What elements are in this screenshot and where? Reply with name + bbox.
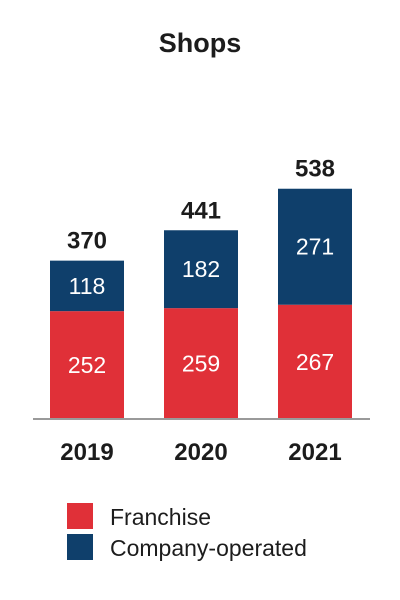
bar-segment-franchise-2021 — [278, 304, 352, 419]
legend-label-company-operated: Company-operated — [110, 535, 307, 561]
data-label-franchise-2020: 259 — [182, 351, 220, 377]
legend-label-franchise: Franchise — [110, 504, 211, 530]
bars-group: 252 118 370 259 182 441 267 271 538 — [50, 156, 352, 419]
data-label-company-operated-2021: 271 — [296, 234, 334, 260]
bar-segment-franchise-2020 — [164, 308, 238, 419]
total-label-2021: 538 — [295, 156, 335, 183]
data-label-company-operated-2019: 118 — [69, 273, 106, 299]
data-label-franchise-2019: 252 — [68, 352, 106, 378]
chart-title: Shops — [159, 28, 242, 58]
legend-swatch-company-operated — [67, 534, 93, 560]
total-label-2020: 441 — [181, 197, 221, 224]
bar-segment-company-operated-2019 — [50, 260, 124, 312]
legend-swatch-franchise — [67, 503, 93, 529]
bar-segment-franchise-2019 — [50, 311, 124, 419]
data-label-franchise-2021: 267 — [296, 349, 334, 375]
x-tick-label-2020: 2020 — [174, 439, 227, 466]
x-tick-label-2021: 2021 — [288, 439, 341, 466]
bar-segment-company-operated-2020 — [164, 230, 238, 309]
bar-segment-company-operated-2021 — [278, 188, 352, 305]
x-tick-labels: 2019 2020 2021 — [60, 439, 341, 466]
legend: Franchise Company-operated — [67, 503, 307, 561]
total-label-2019: 370 — [67, 228, 107, 255]
x-tick-label-2019: 2019 — [60, 439, 113, 466]
data-label-company-operated-2020: 182 — [182, 256, 220, 282]
